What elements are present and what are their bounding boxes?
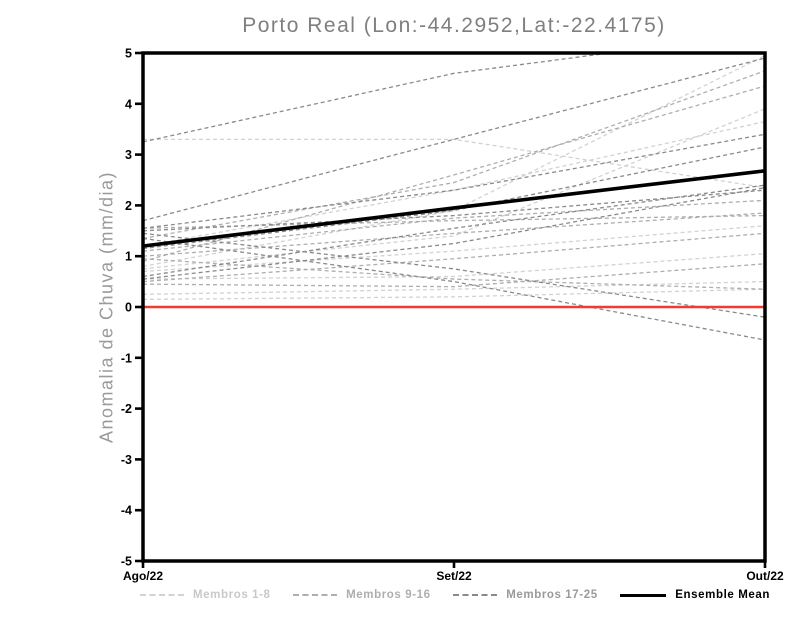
legend-item-ensemble-mean: Ensemble Mean [620,589,770,601]
legend-label: Membros 17-25 [506,589,598,601]
member-line-m13 [143,258,765,290]
legend-item-membros-17-25: Membros 17-25 [453,589,598,601]
member-line-m12 [143,212,765,257]
y-tick-label: -1 [121,351,132,365]
legend-item-membros-9-16: Membros 9-16 [293,589,431,601]
member-line-m16 [143,214,765,229]
solid-line-swatch [620,593,667,597]
member-line-m8 [143,253,765,280]
dashed-line-swatch [140,594,184,596]
ensemble-mean-line [143,169,765,248]
chart-title: Porto Real (Lon:-44.2952,Lat:-22.4175) [242,14,666,37]
member-line-m7 [143,288,765,301]
member-line-m3 [143,54,765,267]
y-tick-label: -3 [121,453,132,467]
y-tick-label: -5 [121,555,132,569]
member-line-m5 [143,225,765,273]
y-tick-label: -4 [121,504,132,518]
legend: Membros 1-8 Membros 9-16 Membros 17-25 E… [140,585,770,605]
y-tick-label: 0 [125,301,132,315]
member-line-m24 [143,189,765,232]
member-line-m22 [143,184,765,278]
y-tick-label: 5 [125,47,132,61]
x-tick-label: Ago/22 [123,569,163,583]
legend-item-membros-1-8: Membros 1-8 [140,589,271,601]
member-line-m18 [143,57,765,222]
dashed-line-swatch [293,594,338,596]
x-tick-label: Out/22 [746,569,784,583]
member-line-m4 [143,108,765,270]
legend-label: Membros 1-8 [193,589,271,601]
member-line-m1 [143,138,765,189]
member-line-m15 [143,263,765,288]
legend-label: Ensemble Mean [675,589,770,601]
x-tick-label: Set/22 [436,569,472,583]
dashed-line-swatch [453,594,498,596]
y-tick-label: 4 [125,97,132,111]
member-line-m17 [143,53,615,143]
y-tick-label: 1 [125,250,132,264]
member-line-m9 [143,70,765,240]
legend-label: Membros 9-16 [346,589,431,601]
member-line-m2 [143,120,765,247]
member-line-m11 [143,199,765,252]
member-line-m14 [143,232,765,283]
y-tick-label: -2 [121,402,132,416]
y-tick-label: 3 [125,148,132,162]
member-line-m6 [143,280,765,295]
y-tick-label: 2 [125,199,132,213]
